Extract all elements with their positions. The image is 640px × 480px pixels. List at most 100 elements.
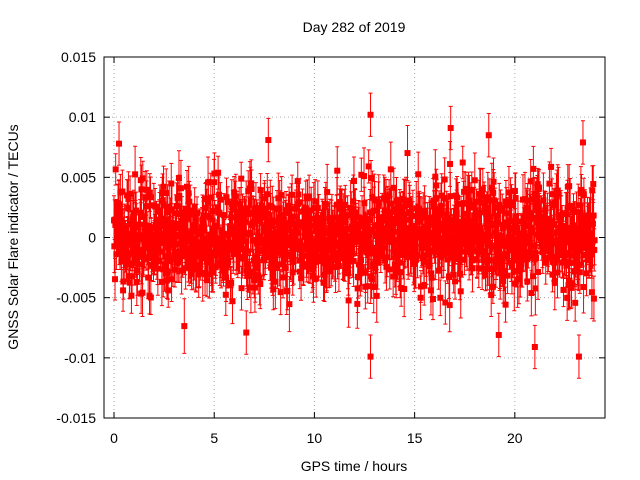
data-point [576,269,583,276]
data-point [334,167,341,174]
data-point [341,252,348,259]
data-point [386,193,393,200]
data-point [209,208,216,215]
data-point [415,171,422,178]
data-point [231,189,238,196]
data-point [346,254,353,261]
data-point [301,243,308,250]
data-point [383,263,390,270]
data-point [133,221,140,228]
data-point [229,298,236,305]
data-point [193,263,200,270]
data-point [450,251,457,258]
data-point [404,150,411,157]
data-point [361,200,368,207]
data-point [125,195,132,202]
data-point [465,226,472,233]
data-point [548,236,555,243]
data-point [509,247,516,254]
data-point [244,266,251,273]
data-point [154,257,161,264]
data-point [205,199,212,206]
data-point [161,261,168,268]
data-point [271,257,278,264]
data-point [200,218,207,225]
data-point [243,329,250,336]
data-point [494,219,501,225]
data-point [363,224,370,231]
data-point [533,231,540,238]
data-point [154,265,161,272]
data-point [543,229,550,236]
data-point [133,207,140,214]
data-point [204,258,211,265]
data-point [448,227,455,234]
data-point [569,229,576,236]
data-point [570,207,577,214]
data-point [539,249,546,256]
data-point [394,249,401,256]
data-point [409,230,416,237]
data-point [574,252,581,259]
data-point [310,204,317,211]
data-point [330,236,337,243]
data-point [547,218,554,225]
data-point [421,282,428,289]
data-point [373,292,380,299]
data-point [491,229,498,236]
data-point [368,175,375,182]
data-point [393,254,400,261]
data-point [465,220,472,227]
data-point [276,261,283,268]
data-point [414,227,421,234]
data-point [325,264,332,271]
data-point [356,238,363,245]
data-point [137,209,144,216]
data-point [567,242,574,249]
data-point [481,200,488,207]
data-point [251,284,258,291]
data-point [295,191,302,198]
data-point [272,278,279,285]
data-point [550,221,557,228]
data-point [477,193,484,200]
data-point [145,274,152,281]
data-point [125,260,132,267]
data-point [514,256,521,263]
data-point [303,261,310,268]
data-point [560,286,567,293]
data-point [397,206,404,213]
data-point [221,241,228,248]
data-series [111,92,598,379]
data-point [309,265,316,272]
data-point [340,255,347,262]
data-point [146,223,153,230]
data-point [522,249,529,256]
data-point [129,250,136,257]
data-point [446,273,453,280]
data-point [521,231,528,238]
data-point [523,252,529,259]
data-point [266,243,273,250]
data-point [500,252,507,259]
data-point [253,256,260,263]
data-point [117,226,124,233]
data-point [212,252,219,259]
data-point [474,211,481,218]
data-point [539,222,546,229]
data-point [563,262,570,269]
data-point [578,215,585,222]
data-point [472,215,479,222]
data-point [562,258,569,265]
data-point [326,268,333,275]
data-point [312,253,319,260]
data-point [558,215,565,222]
data-point [121,224,128,231]
data-point [203,195,210,202]
data-point [553,229,560,236]
data-point [190,236,196,243]
data-point [206,271,213,278]
data-point [479,265,486,272]
data-point [589,187,596,194]
data-point [537,226,544,233]
